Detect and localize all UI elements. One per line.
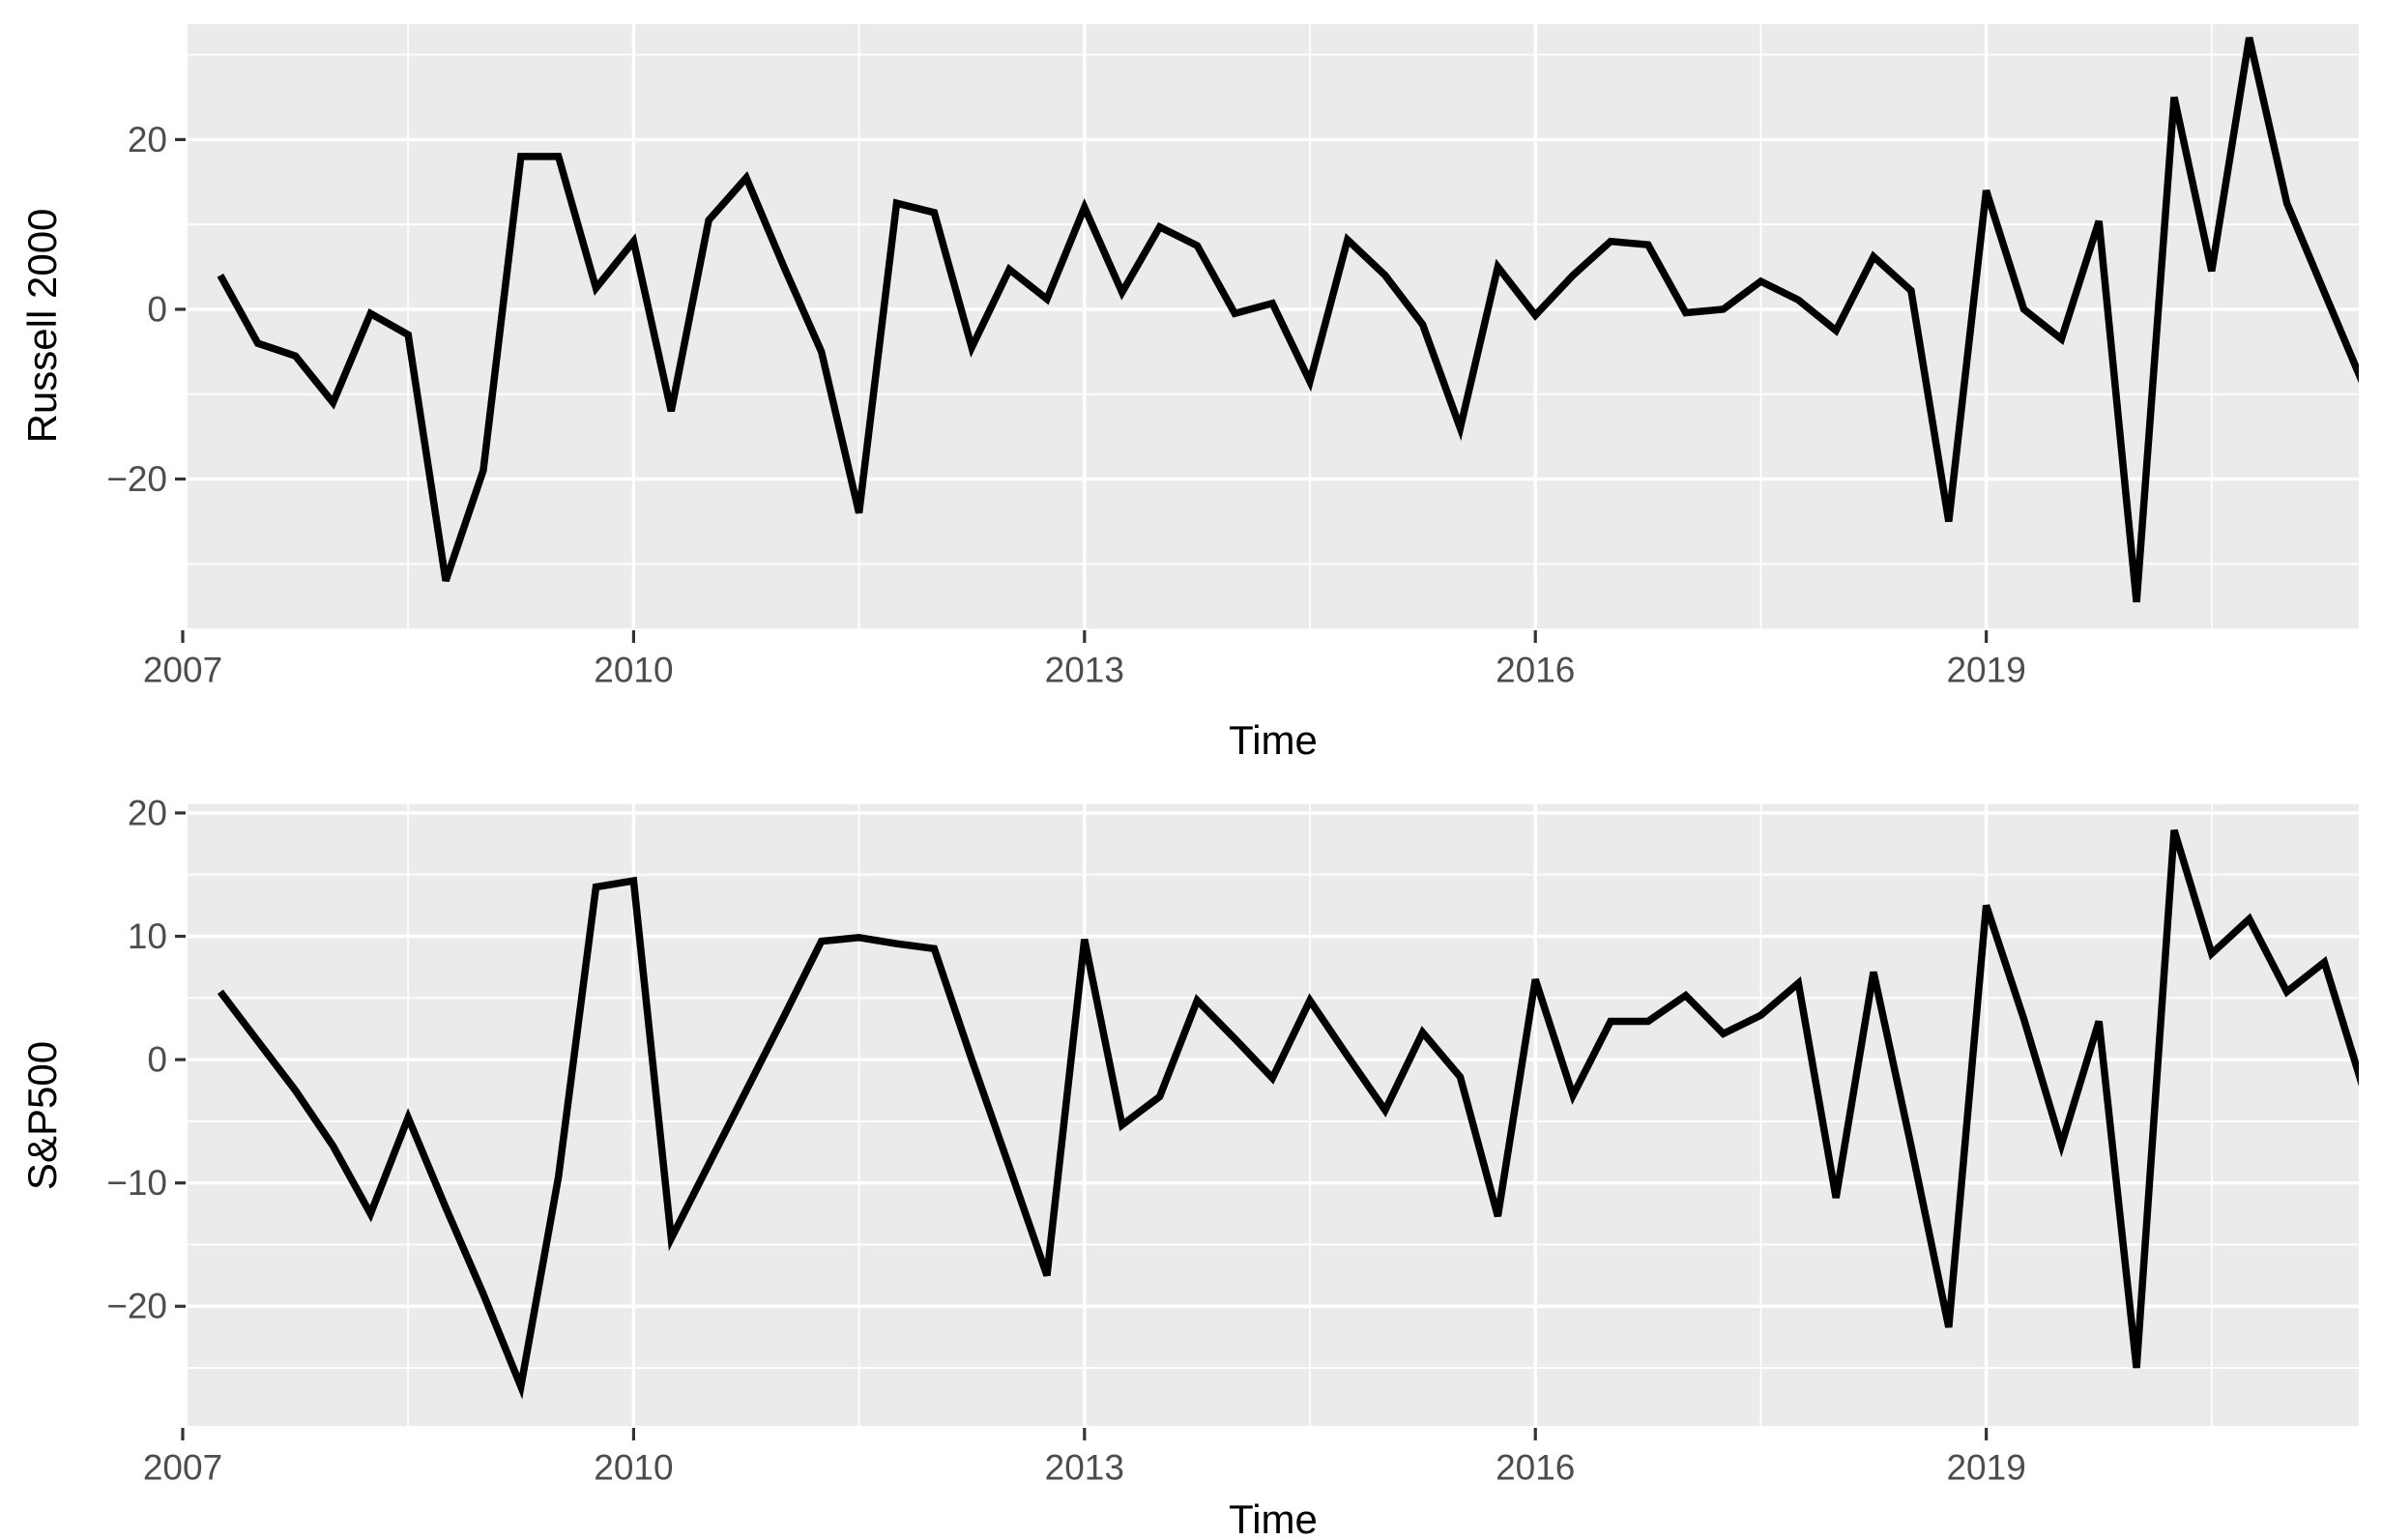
x-axis-title-time-top: Time	[1229, 717, 1318, 763]
y-tick-label: 0	[147, 1040, 167, 1080]
x-tick-label: 2010	[594, 1448, 673, 1488]
x-tick-label: 2007	[143, 651, 222, 690]
y-tick-label: −20	[106, 459, 167, 499]
sp500-chart: −20 −10 0 10 20 2007 2010 2013 2016 2019	[106, 793, 2359, 1488]
x-tick-label: 2016	[1496, 651, 1575, 690]
y-axis-title-sp500: S&P500	[19, 1040, 65, 1191]
russell-2000-chart: −20 0 20 2007 2010 2013 2016 2019	[106, 24, 2359, 690]
x-tick-label: 2016	[1496, 1448, 1575, 1488]
x-tick-label: 2007	[143, 1448, 222, 1488]
x-axis-title-time-bottom: Time	[1229, 1496, 1318, 1540]
russell-2000-panel	[188, 24, 2359, 628]
y-tick-label: −10	[106, 1163, 167, 1203]
y-tick-label: 20	[128, 120, 167, 160]
y-tick-label: −20	[106, 1287, 167, 1326]
x-tick-label: 2013	[1045, 651, 1124, 690]
y-tick-label: 0	[147, 289, 167, 329]
sp500-series-line	[217, 828, 2359, 1400]
sp500-panel	[188, 804, 2359, 1426]
y-axis-title-russell-2000: Russell 2000	[19, 208, 65, 444]
x-tick-label: 2013	[1045, 1448, 1124, 1488]
x-tick-label: 2019	[1946, 651, 2025, 690]
x-tick-label: 2010	[594, 651, 673, 690]
y-tick-label: 10	[128, 916, 167, 956]
russell-2000-series-line	[217, 37, 2359, 603]
x-tick-label: 2019	[1946, 1448, 2025, 1488]
y-tick-label: 20	[128, 793, 167, 832]
